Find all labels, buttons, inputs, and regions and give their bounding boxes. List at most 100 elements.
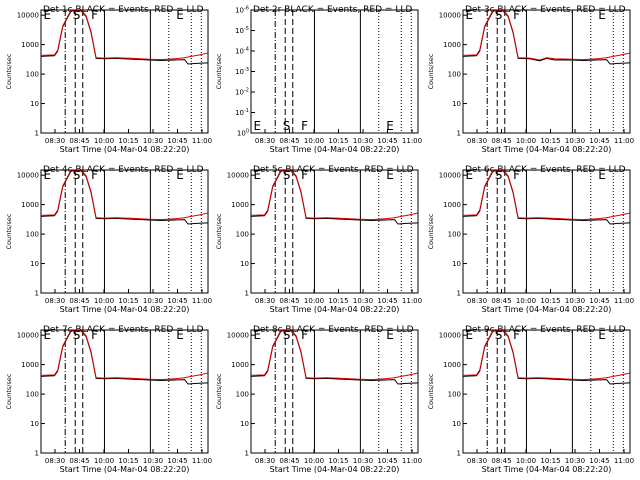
y-tick-label: 10000: [17, 172, 39, 180]
y-tick-label: 1: [35, 450, 39, 458]
event-marker: E: [44, 8, 52, 22]
y-tick-label: 10-6: [235, 6, 249, 15]
x-tick-label: 10:45: [589, 297, 609, 305]
event-marker: S: [495, 8, 503, 22]
event-marker: E: [386, 168, 394, 182]
lld-series-line: [251, 170, 418, 221]
event-marker: F: [91, 328, 98, 342]
x-tick-label: 08:45: [69, 297, 89, 305]
event-marker: S: [283, 168, 291, 182]
y-tick-label: 10000: [439, 172, 461, 180]
panel-title: Det 7c BLACK = Events, RED = LLD: [43, 325, 204, 335]
x-tick-label: 10:30: [565, 457, 585, 465]
y-tick-label: 100: [448, 231, 461, 239]
event-marker: E: [466, 168, 474, 182]
event-marker: F: [513, 168, 520, 182]
y-tick-label: 1: [457, 290, 461, 298]
event-marker: E: [598, 8, 606, 22]
x-tick-label: 10:15: [328, 297, 348, 305]
x-tick-label: 10:30: [143, 297, 163, 305]
y-tick-label: 10000: [227, 172, 249, 180]
x-tick-label: 10:30: [565, 137, 585, 145]
x-tick-label: 10:45: [377, 137, 397, 145]
y-tick-label: 100: [448, 391, 461, 399]
x-tick-label: 10:15: [118, 297, 138, 305]
y-axis-title: Counts/sec: [427, 213, 435, 249]
event-marker: E: [386, 328, 394, 342]
detector-panel: Det 9c BLACK = Events, RED = LLD 1 10 100 10…: [427, 325, 634, 474]
x-tick-label: 10:00: [304, 297, 324, 305]
y-tick-label: 10000: [17, 332, 39, 340]
event-marker: F: [513, 8, 520, 22]
y-tick-label: 100: [26, 391, 39, 399]
event-marker: E: [466, 328, 474, 342]
plot-frame: [250, 329, 419, 454]
lld-series-line: [41, 330, 208, 381]
event-marker: S: [73, 328, 81, 342]
x-axis-title: Start Time (04-Mar-04 08:22:20): [60, 145, 190, 154]
x-tick-label: 10:15: [328, 137, 348, 145]
y-axis-title: Counts/sec: [5, 213, 13, 249]
x-tick-label: 10:00: [94, 137, 114, 145]
x-tick-label: 08:30: [467, 457, 487, 465]
event-marker: F: [91, 168, 98, 182]
x-axis-title: Start Time (04-Mar-04 08:22:20): [270, 145, 400, 154]
event-marker: F: [301, 119, 308, 133]
panel-title: Det 2r BLACK = Events, RED = LLD: [253, 5, 412, 15]
y-tick-label: 10: [30, 420, 39, 428]
y-tick-label: 10-3: [235, 67, 249, 76]
x-tick-label: 10:00: [94, 457, 114, 465]
y-tick-label: 1000: [443, 41, 461, 49]
x-tick-label: 08:30: [45, 297, 65, 305]
y-axis-title: Counts/sec: [215, 53, 223, 89]
x-tick-label: 10:45: [167, 457, 187, 465]
x-tick-label: 08:45: [491, 457, 511, 465]
x-tick-label: 10:45: [167, 137, 187, 145]
plot-frame: [462, 169, 631, 294]
detector-panel: Det 2r BLACK = Events, RED = LLD 100 10-1 1…: [215, 5, 422, 154]
y-axis-title: Counts/sec: [5, 53, 13, 89]
y-tick-label: 1000: [231, 361, 249, 369]
x-tick-label: 08:30: [45, 137, 65, 145]
x-tick-label: 11:00: [402, 297, 422, 305]
x-tick-label: 10:30: [143, 137, 163, 145]
panel-title: Det 1c BLACK = Events, RED = LLD: [43, 5, 204, 15]
x-tick-label: 11:00: [192, 137, 212, 145]
detector-panel: Det 3c BLACK = Events, RED = LLD 1 10 100 10…: [427, 5, 634, 154]
event-marker: F: [301, 328, 308, 342]
y-tick-label: 1000: [21, 361, 39, 369]
y-tick-label: 10-4: [235, 47, 249, 56]
y-tick-label: 10000: [227, 332, 249, 340]
plot-frame: [40, 9, 209, 134]
x-tick-label: 10:45: [589, 457, 609, 465]
y-tick-label: 10-2: [235, 88, 249, 97]
plot-frame: [250, 9, 419, 134]
event-marker: E: [598, 168, 606, 182]
lld-series-line: [463, 10, 630, 61]
y-tick-label: 1000: [21, 201, 39, 209]
lld-series-line: [41, 10, 208, 61]
y-tick-label: 10000: [439, 12, 461, 20]
x-tick-label: 08:30: [255, 297, 275, 305]
x-tick-label: 10:00: [304, 137, 324, 145]
plot-frame: [40, 169, 209, 294]
x-tick-label: 08:30: [255, 457, 275, 465]
x-tick-label: 10:45: [377, 457, 397, 465]
x-tick-label: 11:00: [402, 137, 422, 145]
x-tick-label: 08:45: [69, 457, 89, 465]
y-tick-label: 1000: [443, 361, 461, 369]
x-tick-label: 10:00: [516, 297, 536, 305]
x-axis-title: Start Time (04-Mar-04 08:22:20): [60, 465, 190, 474]
y-tick-label: 100: [237, 129, 249, 138]
event-marker: S: [283, 119, 291, 133]
x-tick-label: 11:00: [614, 457, 634, 465]
x-axis-title: Start Time (04-Mar-04 08:22:20): [482, 305, 612, 314]
y-tick-label: 1: [457, 130, 461, 138]
y-axis-title: Counts/sec: [427, 373, 435, 409]
panel-title: Det 3c BLACK = Events, RED = LLD: [465, 5, 626, 15]
lld-series-line: [251, 330, 418, 381]
event-marker: F: [301, 168, 308, 182]
x-tick-label: 11:00: [402, 457, 422, 465]
x-tick-label: 10:15: [540, 297, 560, 305]
